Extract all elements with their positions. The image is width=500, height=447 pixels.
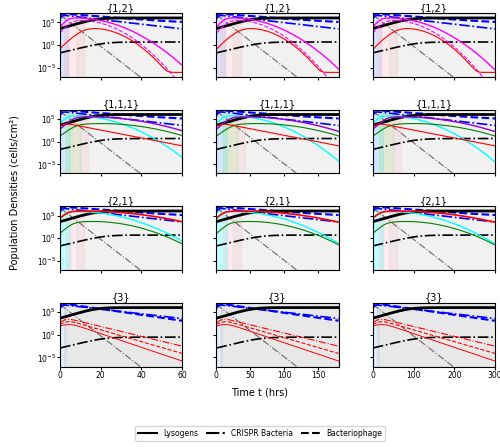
Title: {1,1,1}: {1,1,1} <box>416 99 453 109</box>
Title: {3}: {3} <box>112 292 130 302</box>
Title: {2,1}: {2,1} <box>420 196 448 206</box>
Text: Population Densities (cells/cm²): Population Densities (cells/cm²) <box>10 115 20 270</box>
Title: {1,1,1}: {1,1,1} <box>102 99 140 109</box>
Title: {1,2}: {1,2} <box>107 3 135 13</box>
Title: {1,2}: {1,2} <box>264 3 291 13</box>
Title: {3}: {3} <box>268 292 287 302</box>
Title: {2,1}: {2,1} <box>264 196 291 206</box>
Title: {3}: {3} <box>424 292 443 302</box>
Text: Time t (hrs): Time t (hrs) <box>232 388 288 397</box>
Title: {2,1}: {2,1} <box>107 196 135 206</box>
Title: {1,1,1}: {1,1,1} <box>259 99 296 109</box>
Title: {1,2}: {1,2} <box>420 3 448 13</box>
Legend: Lysogens, CRISPR Bacteria, Bacteriophage: Lysogens, CRISPR Bacteria, Bacteriophage <box>135 426 385 441</box>
